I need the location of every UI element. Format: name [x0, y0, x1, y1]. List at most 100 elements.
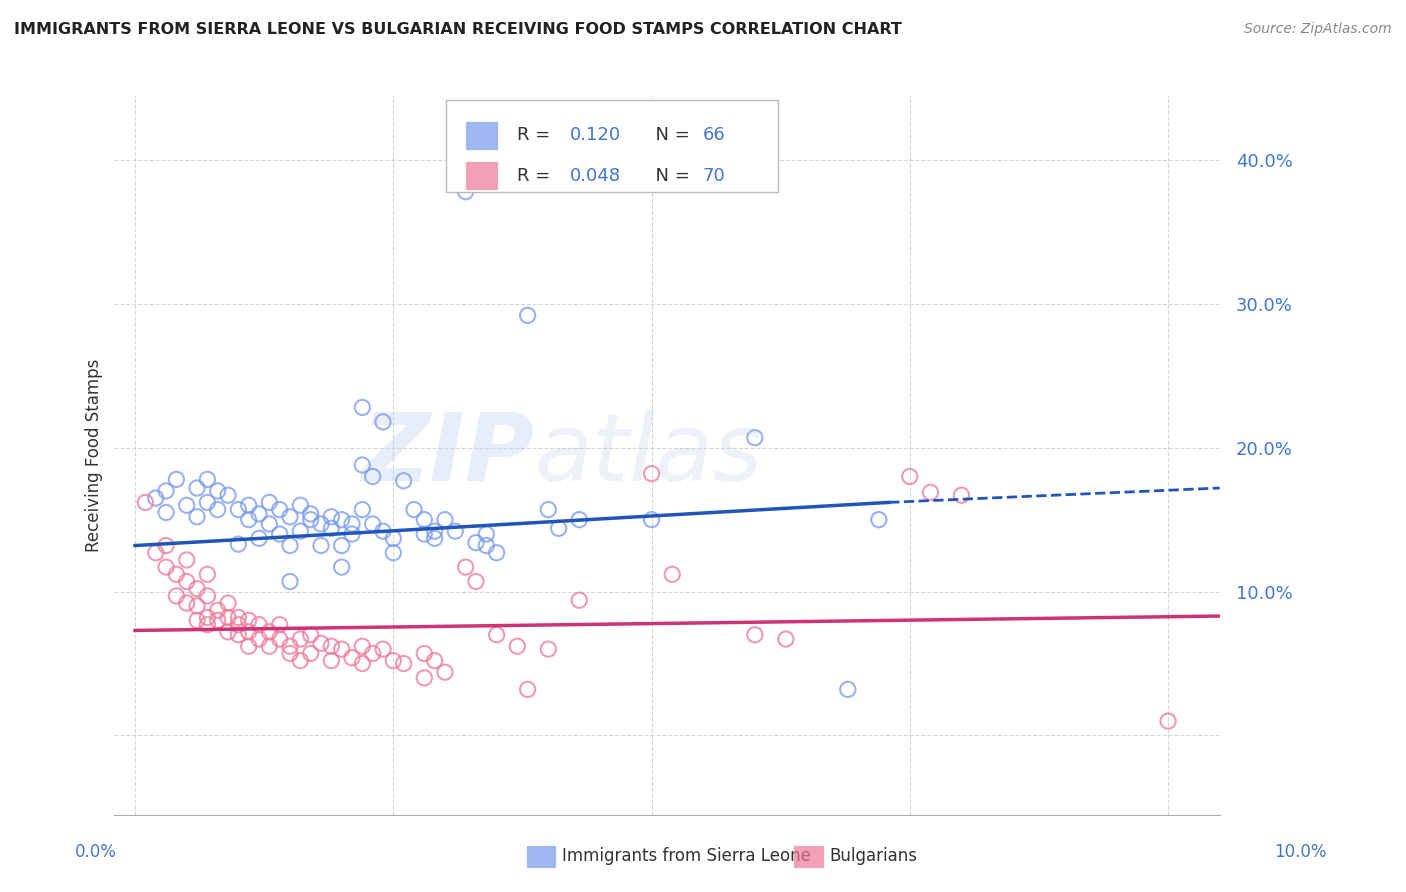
- Point: [433, 513, 456, 527]
- Point: [195, 589, 218, 603]
- Point: [299, 507, 322, 521]
- Point: [309, 636, 332, 650]
- Point: [382, 532, 405, 546]
- Text: 10.0%: 10.0%: [1274, 843, 1327, 861]
- Point: [278, 574, 301, 589]
- Point: [134, 495, 156, 509]
- Point: [165, 589, 187, 603]
- Point: [238, 639, 260, 653]
- Point: [269, 502, 291, 516]
- Point: [278, 539, 301, 553]
- Point: [321, 639, 343, 653]
- Point: [195, 610, 218, 624]
- Point: [309, 516, 332, 531]
- Point: [382, 654, 405, 668]
- Point: [228, 628, 250, 642]
- Point: [775, 632, 797, 646]
- Text: 70: 70: [703, 167, 725, 185]
- Point: [537, 642, 560, 657]
- Point: [207, 603, 229, 617]
- Point: [290, 632, 312, 646]
- Point: [290, 498, 312, 512]
- Point: [228, 502, 250, 516]
- Point: [423, 532, 446, 546]
- Point: [176, 574, 198, 589]
- Text: ZIP: ZIP: [361, 409, 534, 501]
- Point: [330, 539, 353, 553]
- Point: [269, 632, 291, 646]
- Point: [155, 560, 177, 574]
- Text: N =: N =: [644, 127, 696, 145]
- Text: IMMIGRANTS FROM SIERRA LEONE VS BULGARIAN RECEIVING FOOD STAMPS CORRELATION CHAR: IMMIGRANTS FROM SIERRA LEONE VS BULGARIA…: [14, 22, 901, 37]
- Point: [155, 539, 177, 553]
- Point: [278, 509, 301, 524]
- Point: [195, 495, 218, 509]
- Point: [165, 472, 187, 486]
- Text: Source: ZipAtlas.com: Source: ZipAtlas.com: [1244, 22, 1392, 37]
- Point: [371, 415, 394, 429]
- Point: [465, 574, 488, 589]
- Point: [186, 509, 208, 524]
- Point: [321, 521, 343, 535]
- Text: 0.048: 0.048: [569, 167, 621, 185]
- Point: [176, 553, 198, 567]
- Point: [247, 617, 270, 632]
- Point: [259, 639, 281, 653]
- Point: [299, 647, 322, 661]
- Bar: [465, 121, 496, 149]
- Point: [247, 507, 270, 521]
- Point: [898, 469, 921, 483]
- Point: [413, 527, 436, 541]
- Bar: [446, 100, 778, 193]
- Point: [640, 513, 662, 527]
- Point: [423, 524, 446, 538]
- Point: [186, 481, 208, 495]
- Text: N =: N =: [644, 167, 696, 185]
- Point: [516, 682, 538, 697]
- Point: [186, 599, 208, 613]
- Point: [454, 560, 477, 574]
- Point: [516, 309, 538, 323]
- Point: [361, 516, 384, 531]
- Point: [392, 657, 415, 671]
- Point: [207, 613, 229, 627]
- Point: [465, 535, 488, 549]
- Point: [259, 516, 281, 531]
- Point: [238, 498, 260, 512]
- Point: [568, 593, 591, 607]
- Point: [352, 458, 374, 472]
- Text: 0.120: 0.120: [569, 127, 621, 145]
- Point: [485, 546, 508, 560]
- Point: [950, 488, 973, 502]
- Point: [259, 495, 281, 509]
- Point: [371, 642, 394, 657]
- Point: [278, 647, 301, 661]
- Point: [247, 532, 270, 546]
- Point: [433, 665, 456, 680]
- Point: [444, 524, 467, 538]
- Point: [176, 596, 198, 610]
- Point: [217, 596, 239, 610]
- Point: [290, 524, 312, 538]
- Y-axis label: Receiving Food Stamps: Receiving Food Stamps: [86, 359, 103, 551]
- Point: [547, 521, 569, 535]
- Point: [195, 472, 218, 486]
- Point: [321, 654, 343, 668]
- Point: [413, 671, 436, 685]
- Point: [382, 546, 405, 560]
- Point: [413, 513, 436, 527]
- Point: [228, 610, 250, 624]
- Point: [402, 502, 425, 516]
- Point: [330, 513, 353, 527]
- Point: [290, 654, 312, 668]
- Point: [568, 513, 591, 527]
- Point: [661, 567, 683, 582]
- Point: [340, 650, 363, 665]
- Point: [247, 632, 270, 646]
- Text: R =: R =: [517, 167, 555, 185]
- Point: [475, 539, 498, 553]
- Point: [217, 624, 239, 639]
- Point: [920, 485, 942, 500]
- Point: [361, 469, 384, 483]
- Point: [278, 639, 301, 653]
